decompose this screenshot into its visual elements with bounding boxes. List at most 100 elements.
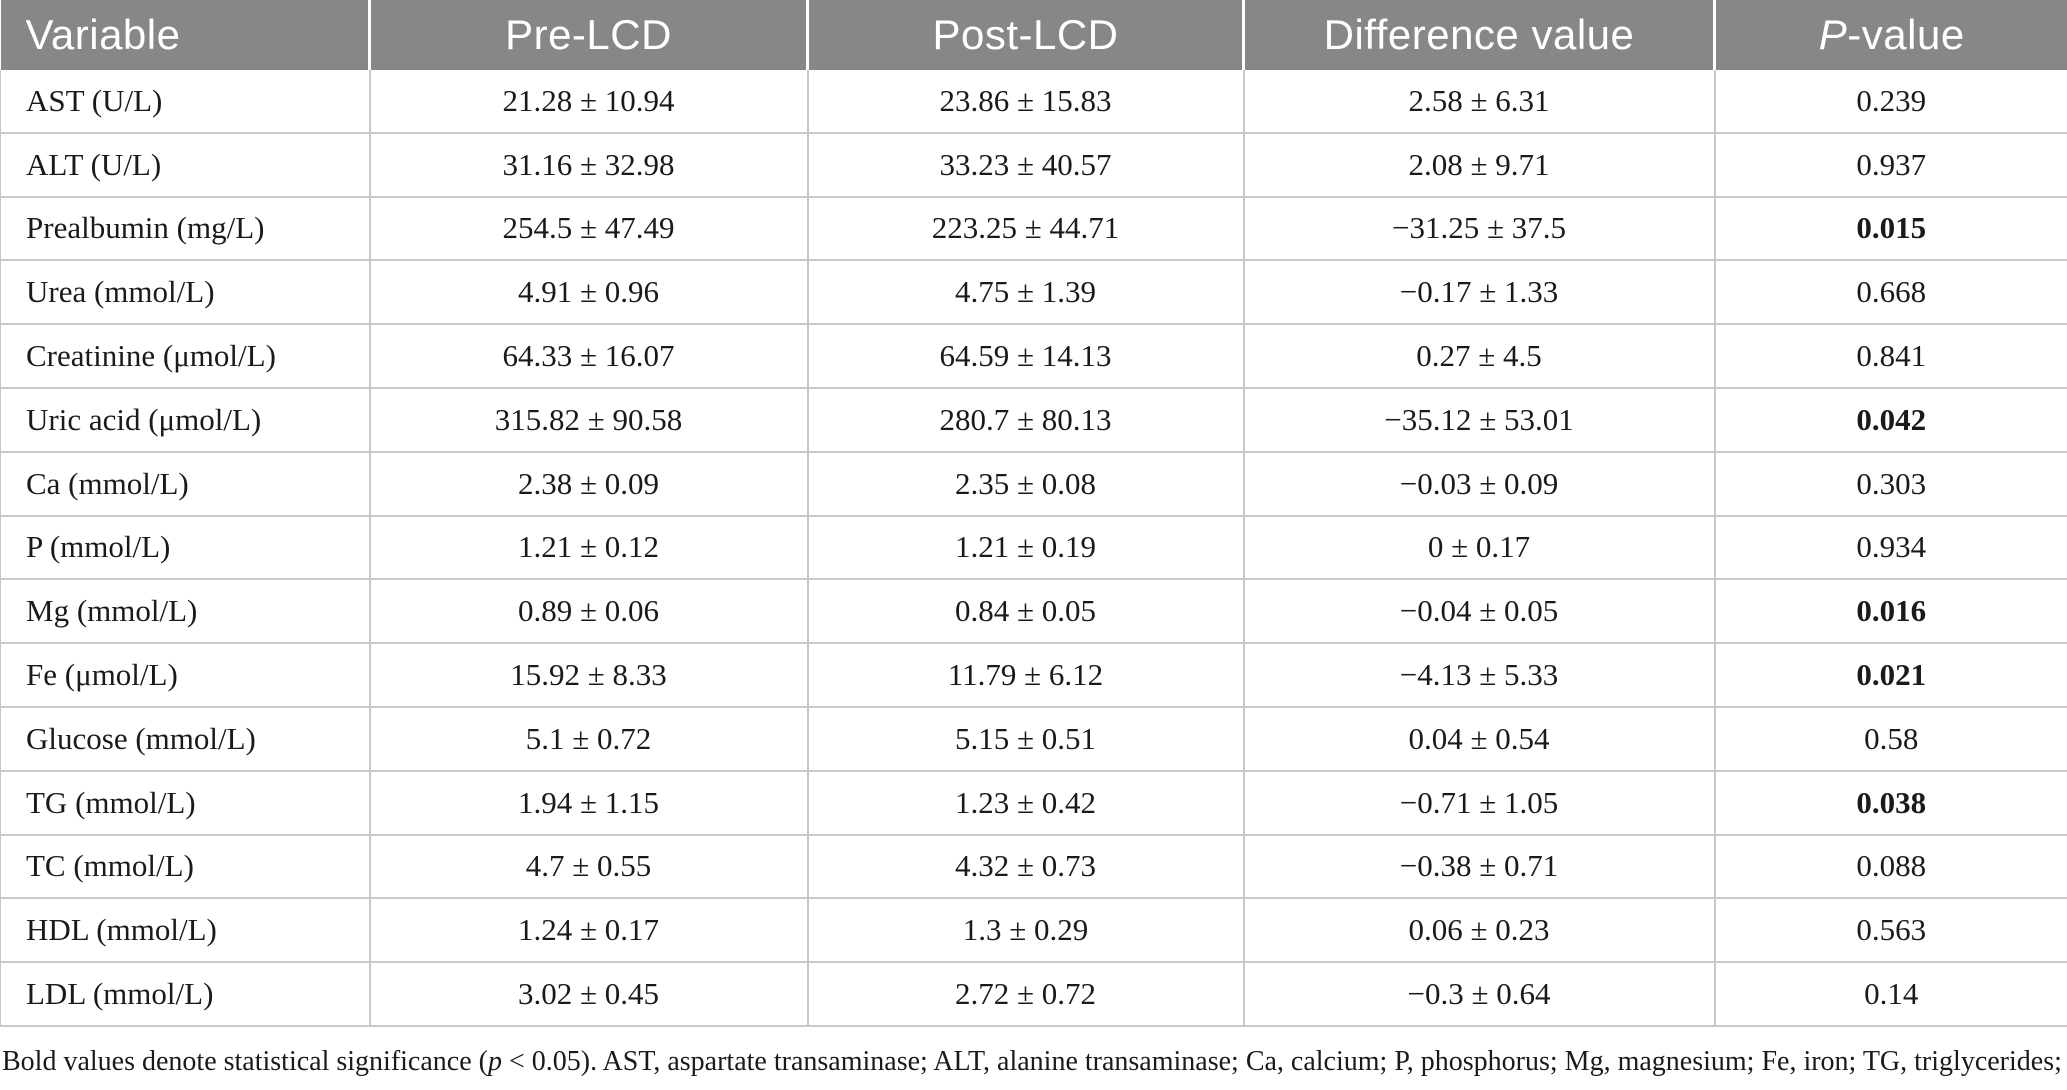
table-row: Creatinine (μmol/L) 64.33 ± 16.07 64.59 …	[0, 324, 2067, 389]
footnote-text-rest: < 0.05). AST, aspartate transaminase; AL…	[2, 1045, 2062, 1090]
table-row: P (mmol/L) 1.21 ± 0.12 1.21 ± 0.19 0 ± 0…	[0, 515, 2067, 581]
pre-lcd-cell: 5.1 ± 0.72	[368, 706, 808, 772]
table-row: Uric acid (μmol/L) 315.82 ± 90.58 280.7 …	[0, 387, 2067, 453]
difference-cell: −31.25 ± 37.5	[1242, 196, 1715, 262]
p-value-header-italic-p: P	[1818, 11, 1848, 58]
col-header-post-lcd: Post-LCD	[806, 0, 1244, 70]
p-value-cell: 0.038	[1713, 770, 2067, 836]
variable-cell: TG (mmol/L)	[0, 770, 370, 836]
difference-cell: 0.04 ± 0.54	[1242, 706, 1715, 772]
variable-cell: Prealbumin (mg/L)	[0, 196, 370, 262]
post-lcd-cell: 2.35 ± 0.08	[806, 451, 1244, 517]
pre-lcd-cell: 4.91 ± 0.96	[368, 260, 808, 326]
post-lcd-cell: 0.84 ± 0.05	[806, 579, 1244, 645]
variable-cell: Ca (mmol/L)	[0, 451, 370, 517]
pre-lcd-cell: 0.89 ± 0.06	[368, 579, 808, 645]
footnote-italic-p: p	[487, 1045, 502, 1077]
post-lcd-cell: 33.23 ± 40.57	[806, 132, 1244, 198]
table-row: HDL (mmol/L) 1.24 ± 0.17 1.3 ± 0.29 0.06…	[0, 898, 2067, 964]
difference-cell: 0.27 ± 4.5	[1242, 324, 1715, 389]
pre-lcd-cell: 1.21 ± 0.12	[368, 515, 808, 581]
difference-cell: −0.17 ± 1.33	[1242, 260, 1715, 326]
variable-cell: TC (mmol/L)	[0, 834, 370, 900]
difference-cell: 2.58 ± 6.31	[1242, 70, 1715, 134]
variable-cell: Glucose (mmol/L)	[0, 706, 370, 772]
p-value-cell: 0.841	[1713, 324, 2067, 389]
pre-lcd-cell: 31.16 ± 32.98	[368, 132, 808, 198]
post-lcd-cell: 23.86 ± 15.83	[806, 70, 1244, 134]
variable-cell: HDL (mmol/L)	[0, 898, 370, 964]
table-row: Urea (mmol/L) 4.91 ± 0.96 4.75 ± 1.39 −0…	[0, 260, 2067, 326]
difference-cell: −0.3 ± 0.64	[1242, 962, 1715, 1027]
table-header-row: Variable Pre-LCD Post-LCD Difference val…	[0, 0, 2067, 70]
difference-cell: 2.08 ± 9.71	[1242, 132, 1715, 198]
col-header-p-value: P-value	[1713, 0, 2067, 70]
variable-cell: Urea (mmol/L)	[0, 260, 370, 326]
variable-cell: LDL (mmol/L)	[0, 962, 370, 1027]
p-value-cell: 0.239	[1713, 70, 2067, 134]
table-row: Glucose (mmol/L) 5.1 ± 0.72 5.15 ± 0.51 …	[0, 706, 2067, 772]
table-row: AST (U/L) 21.28 ± 10.94 23.86 ± 15.83 2.…	[0, 70, 2067, 134]
p-value-cell: 0.14	[1713, 962, 2067, 1027]
p-value-cell: 0.016	[1713, 579, 2067, 645]
post-lcd-cell: 1.21 ± 0.19	[806, 515, 1244, 581]
p-value-header-rest: -value	[1847, 11, 1965, 58]
variable-cell: P (mmol/L)	[0, 515, 370, 581]
post-lcd-cell: 1.23 ± 0.42	[806, 770, 1244, 836]
pre-lcd-cell: 2.38 ± 0.09	[368, 451, 808, 517]
footnote-text-start: Bold values denote statistical significa…	[2, 1045, 488, 1077]
post-lcd-cell: 1.3 ± 0.29	[806, 898, 1244, 964]
pre-lcd-cell: 3.02 ± 0.45	[368, 962, 808, 1027]
p-value-cell: 0.042	[1713, 387, 2067, 453]
post-lcd-cell: 280.7 ± 80.13	[806, 387, 1244, 453]
table-row: Ca (mmol/L) 2.38 ± 0.09 2.35 ± 0.08 −0.0…	[0, 451, 2067, 517]
post-lcd-cell: 223.25 ± 44.71	[806, 196, 1244, 262]
table-row: Prealbumin (mg/L) 254.5 ± 47.49 223.25 ±…	[0, 196, 2067, 262]
col-header-variable: Variable	[0, 0, 370, 70]
p-value-cell: 0.563	[1713, 898, 2067, 964]
table-row: TC (mmol/L) 4.7 ± 0.55 4.32 ± 0.73 −0.38…	[0, 834, 2067, 900]
variable-cell: AST (U/L)	[0, 70, 370, 134]
variable-cell: Mg (mmol/L)	[0, 579, 370, 645]
table-row: Mg (mmol/L) 0.89 ± 0.06 0.84 ± 0.05 −0.0…	[0, 579, 2067, 645]
difference-cell: −35.12 ± 53.01	[1242, 387, 1715, 453]
pre-lcd-cell: 4.7 ± 0.55	[368, 834, 808, 900]
variable-cell: ALT (U/L)	[0, 132, 370, 198]
p-value-cell: 0.303	[1713, 451, 2067, 517]
table-row: LDL (mmol/L) 3.02 ± 0.45 2.72 ± 0.72 −0.…	[0, 962, 2067, 1027]
p-value-cell: 0.088	[1713, 834, 2067, 900]
col-header-difference-value: Difference value	[1242, 0, 1715, 70]
difference-cell: −4.13 ± 5.33	[1242, 643, 1715, 708]
post-lcd-cell: 5.15 ± 0.51	[806, 706, 1244, 772]
table-row: Fe (μmol/L) 15.92 ± 8.33 11.79 ± 6.12 −4…	[0, 643, 2067, 708]
pre-lcd-cell: 21.28 ± 10.94	[368, 70, 808, 134]
post-lcd-cell: 11.79 ± 6.12	[806, 643, 1244, 708]
variable-cell: Creatinine (μmol/L)	[0, 324, 370, 389]
post-lcd-cell: 64.59 ± 14.13	[806, 324, 1244, 389]
p-value-cell: 0.937	[1713, 132, 2067, 198]
pre-lcd-cell: 1.24 ± 0.17	[368, 898, 808, 964]
pre-lcd-cell: 64.33 ± 16.07	[368, 324, 808, 389]
table-footnote: Bold values denote statistical significa…	[2, 1040, 2062, 1090]
pre-lcd-cell: 1.94 ± 1.15	[368, 770, 808, 836]
difference-cell: −0.04 ± 0.05	[1242, 579, 1715, 645]
col-header-pre-lcd: Pre-LCD	[368, 0, 808, 70]
variable-cell: Uric acid (μmol/L)	[0, 387, 370, 453]
difference-cell: −0.38 ± 0.71	[1242, 834, 1715, 900]
pre-lcd-cell: 315.82 ± 90.58	[368, 387, 808, 453]
p-value-cell: 0.58	[1713, 706, 2067, 772]
difference-cell: −0.71 ± 1.05	[1242, 770, 1715, 836]
difference-cell: 0.06 ± 0.23	[1242, 898, 1715, 964]
p-value-cell: 0.934	[1713, 515, 2067, 581]
post-lcd-cell: 2.72 ± 0.72	[806, 962, 1244, 1027]
post-lcd-cell: 4.75 ± 1.39	[806, 260, 1244, 326]
lab-results-table: Variable Pre-LCD Post-LCD Difference val…	[0, 0, 2067, 1027]
pre-lcd-cell: 254.5 ± 47.49	[368, 196, 808, 262]
variable-cell: Fe (μmol/L)	[0, 643, 370, 708]
p-value-cell: 0.021	[1713, 643, 2067, 708]
difference-cell: −0.03 ± 0.09	[1242, 451, 1715, 517]
table-row: ALT (U/L) 31.16 ± 32.98 33.23 ± 40.57 2.…	[0, 132, 2067, 198]
difference-cell: 0 ± 0.17	[1242, 515, 1715, 581]
table-row: TG (mmol/L) 1.94 ± 1.15 1.23 ± 0.42 −0.7…	[0, 770, 2067, 836]
